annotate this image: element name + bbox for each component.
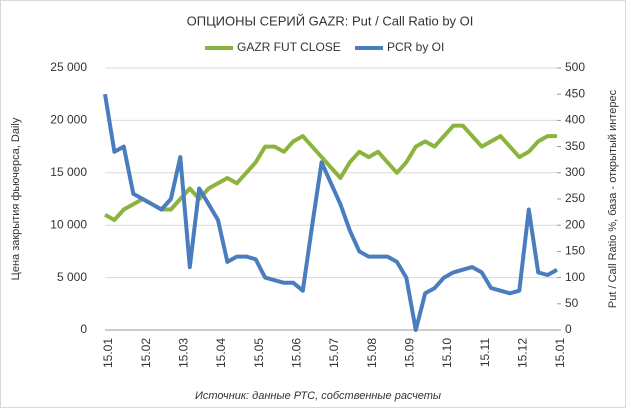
y2-tick-label: 300 — [565, 165, 585, 179]
y-tick-label: 20 000 — [50, 113, 87, 127]
y-tick-label: 15 000 — [50, 165, 87, 179]
x-tick-label: 15.11 — [478, 338, 492, 367]
x-tick-label: 15.10 — [440, 338, 454, 368]
x-tick-label: 15.04 — [214, 338, 228, 368]
source-note: Источник: данные РТС, собственные расчет… — [195, 390, 441, 402]
data-line — [104, 123, 557, 222]
y2-tick-label: 50 — [565, 296, 579, 310]
x-tick-label: 15.01 — [101, 338, 115, 368]
y-tick-label: 0 — [80, 322, 87, 336]
legend-label: GAZR FUT CLOSE — [237, 40, 341, 54]
y2-tick-label: 500 — [565, 60, 585, 74]
y-tick-label: 10 000 — [50, 217, 87, 231]
y2-tick-label: 0 — [565, 322, 572, 336]
y2-tick-label: 400 — [565, 113, 585, 127]
legend-label: PCR by OI — [387, 40, 444, 54]
y2-axis-label: Put / Call Ratio %, база - открытый инте… — [607, 89, 619, 308]
y2-tick-label: 200 — [565, 217, 585, 231]
y2-tick-label: 250 — [565, 191, 585, 205]
y-tick-label: 5 000 — [57, 270, 87, 284]
y2-tick-label: 350 — [565, 139, 585, 153]
y2-tick-label: 450 — [565, 86, 585, 100]
x-tick-label: 15.03 — [177, 338, 191, 368]
x-tick-label: 15.05 — [252, 338, 266, 368]
y2-tick-label: 150 — [565, 244, 585, 258]
x-tick-label: 15.07 — [327, 338, 341, 368]
x-tick-label: 15.08 — [365, 338, 379, 368]
data-line — [103, 93, 558, 332]
x-tick-label: 15.02 — [139, 338, 153, 368]
x-tick-label: 15.01 — [553, 338, 567, 368]
x-tick-label: 15.06 — [290, 338, 304, 368]
x-tick-label: 15.12 — [516, 338, 530, 368]
x-tick-label: 15.09 — [403, 338, 417, 368]
y-axis-label: Цена закрытия фьючерса, Daily — [10, 117, 22, 280]
y2-tick-label: 100 — [565, 270, 585, 284]
y-tick-label: 25 000 — [50, 60, 87, 74]
chart-title: ОПЦИОНЫ СЕРИЙ GAZR: Put / Call Ratio by … — [187, 13, 474, 28]
